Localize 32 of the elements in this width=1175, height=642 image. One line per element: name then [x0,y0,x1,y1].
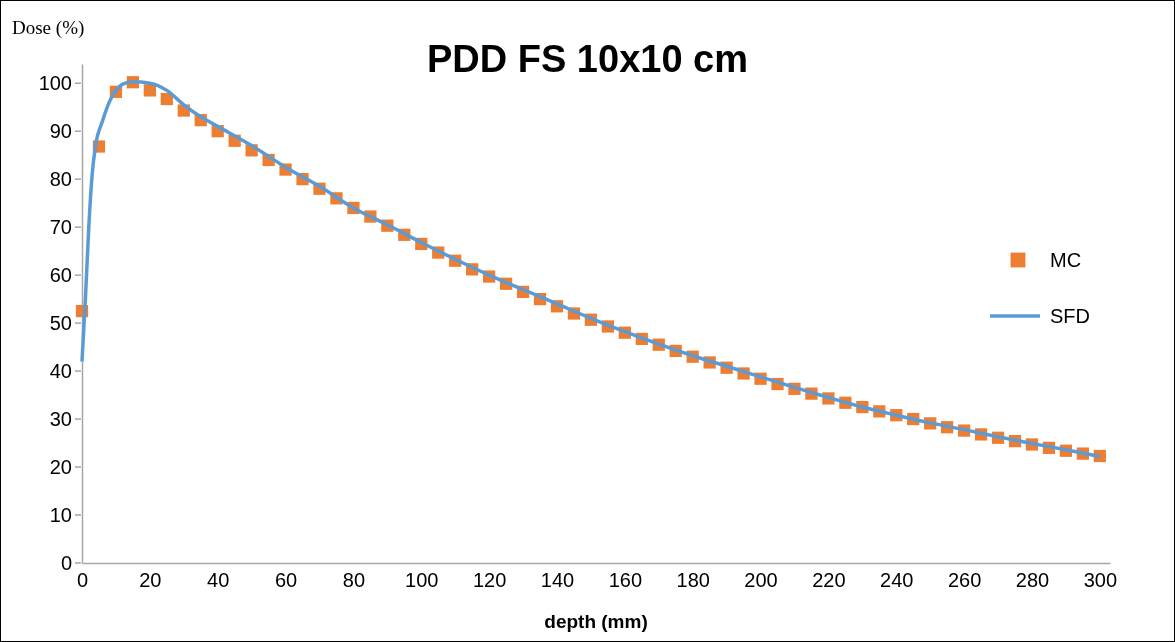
x-tick-label: 260 [947,569,982,592]
y-tick-label: 60 [49,264,72,287]
legend-label: SFD [1050,305,1090,327]
x-tick-label: 60 [274,569,298,592]
x-tick-label: 140 [540,569,575,592]
chart-title: PDD FS 10x10 cm [426,38,749,80]
x-tick-label: 20 [139,569,162,592]
x-tick-label: 200 [744,569,778,592]
y-tick-label: 70 [49,216,72,239]
y-tick-label: 0 [60,551,72,574]
y-tick-label: 10 [49,503,72,526]
y-tick-label: 30 [49,407,72,430]
legend-label: MC [1050,249,1082,271]
y-tick-label: 20 [49,455,72,478]
x-tick-label: 100 [405,569,439,592]
x-tick-label: 240 [880,569,914,592]
x-tick-label: 300 [1083,569,1118,592]
y-tick-label: 90 [49,120,72,143]
y-tick-label: 50 [49,312,72,334]
x-tick-label: 220 [812,569,846,592]
y-tick-label: 100 [38,72,72,95]
y-tick-label: 40 [49,359,72,382]
x-tick-label: 280 [1015,569,1050,592]
x-tick-label: 180 [676,569,710,592]
y-tick-label: 80 [49,168,72,191]
x-tick-label: 0 [76,569,89,592]
x-axis-title: depth (mm) [544,611,648,632]
y-axis-title: Dose (%) [12,17,85,39]
x-tick-label: 80 [342,569,366,592]
x-tick-label: 40 [207,569,230,592]
x-tick-label: 160 [608,569,643,592]
x-tick-label: 120 [472,569,507,592]
